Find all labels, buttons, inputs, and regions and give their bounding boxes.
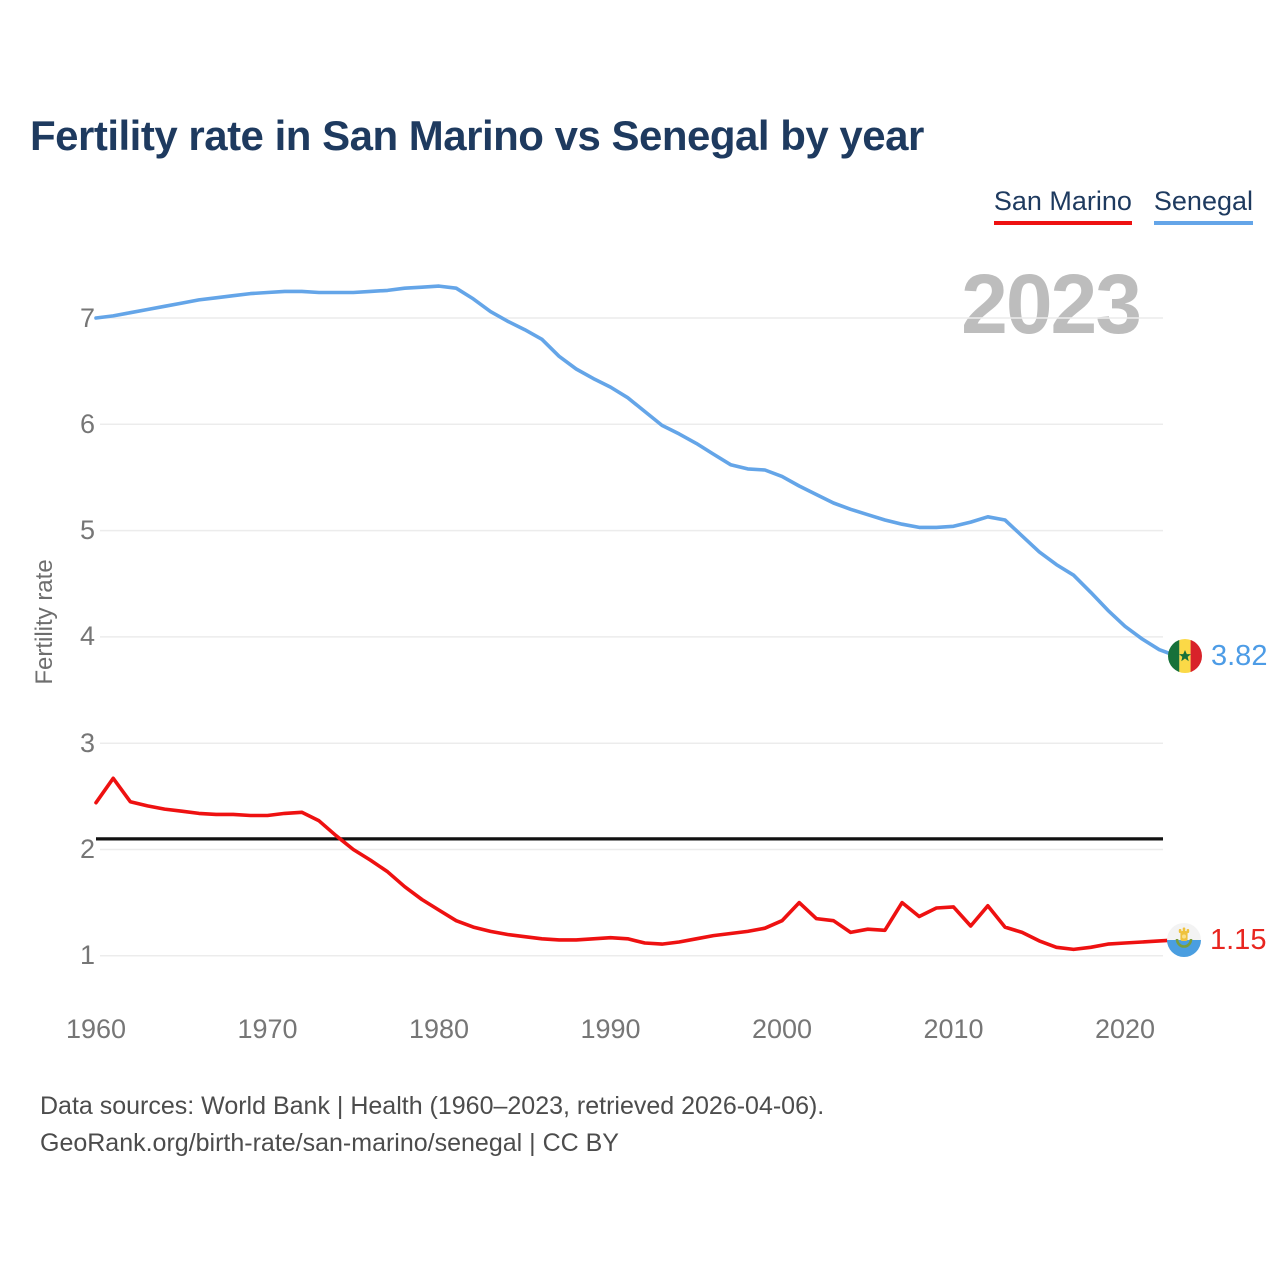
senegal-flag-icon [1168,639,1202,674]
legend-item-san-marino[interactable]: San Marino [993,186,1132,225]
x-tick-1970: 1970 [237,1014,298,1044]
y-tick-4: 4 [79,621,95,652]
y-tick-2: 2 [79,834,95,864]
x-tick-2020: 2020 [1095,1014,1156,1044]
x-tick-2010: 2010 [923,1014,984,1044]
series-line-san-marino [94,776,1179,952]
chart-title: Fertility rate in San Marino vs Senegal … [30,112,924,159]
footer-sources-line: Data sources: World Bank | Health (1960–… [40,1092,825,1120]
chart-footer: Data sources: World Bank | Health (1960–… [40,1088,824,1162]
x-tick-2000: 2000 [751,1014,813,1044]
senegal-end-label: 3.82 [1167,638,1267,674]
legend-item-senegal[interactable]: Senegal [1153,186,1253,225]
footer-attribution-line: GeoRank.org/birth-rate/san-marino/senega… [40,1129,619,1157]
senegal-end-value: 3.82 [1211,640,1268,673]
x-tick-1960: 1960 [65,1014,127,1044]
series-line-senegal [94,284,1179,658]
san-marino-flag-icon [1167,922,1201,957]
y-tick-3: 3 [79,727,95,758]
year-watermark: 2023 [961,257,1142,351]
san-marino-end-value: 1.15 [1210,923,1267,956]
x-tick-1990: 1990 [580,1014,641,1044]
x-tick-1980: 1980 [408,1014,470,1044]
legend: San Marino Senegal [993,186,1253,225]
y-tick-6: 6 [79,408,95,439]
san-marino-end-label: 1.15 [1166,922,1266,958]
y-tick-1: 1 [79,940,95,971]
y-tick-5: 5 [79,515,95,546]
y-tick-7: 7 [79,302,95,333]
